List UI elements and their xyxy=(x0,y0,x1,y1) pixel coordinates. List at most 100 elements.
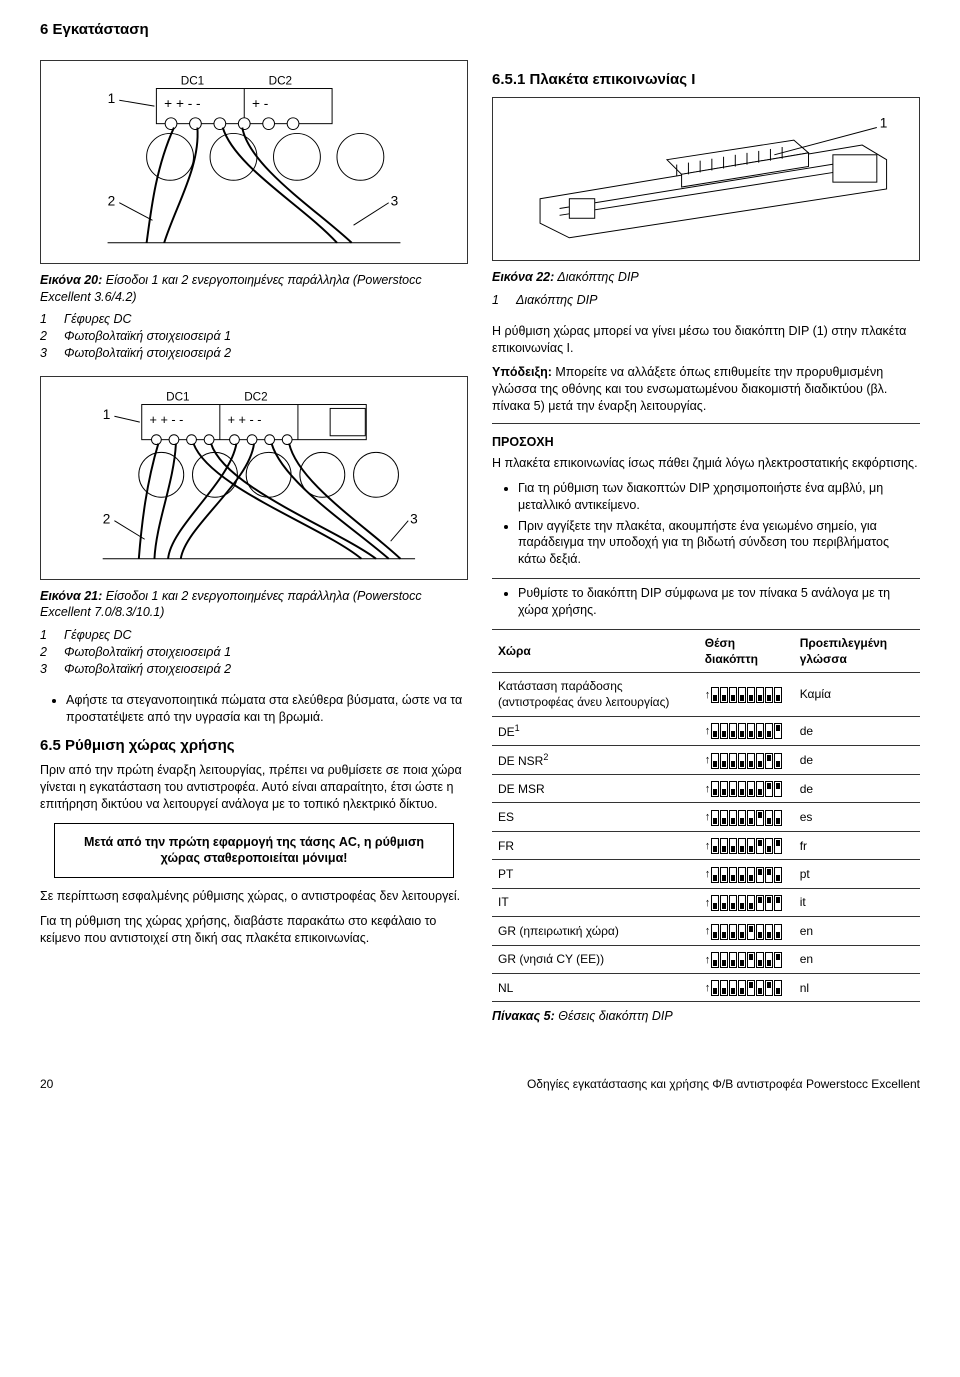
figure-20: DC1 DC2 + + - - + - xyxy=(40,60,468,263)
fig20-dc1: DC1 xyxy=(181,75,204,88)
th-country: Χώρα xyxy=(492,629,699,672)
figure-20-svg: DC1 DC2 + + - - + - xyxy=(49,69,459,254)
th-lang: Προεπιλεγμένη γλώσσα xyxy=(794,629,920,672)
notice-bullet-2: Πριν αγγίξετε την πλακέτα, ακουμπήστε έν… xyxy=(518,518,920,569)
cell-country: GR (ηπειρωτική χώρα) xyxy=(492,917,699,945)
cell-dip: ↑ xyxy=(699,803,794,831)
set-bullet-list: Ρυθμίστε το διακόπτη DIP σύμφωνα με τον … xyxy=(492,585,920,619)
figure-22-caption: Εικόνα 22: Διακόπτης DIP xyxy=(492,269,920,286)
right-hint: Υπόδειξη: Μπορείτε να αλλάξετε όπως επιθ… xyxy=(492,364,920,415)
cell-lang: es xyxy=(794,803,920,831)
figure-22-legend: 1Διακόπτης DIP xyxy=(492,292,920,309)
cell-lang: it xyxy=(794,888,920,916)
footer-text: Οδηγίες εγκατάστασης και χρήσης Φ/Β αντι… xyxy=(527,1076,920,1092)
cell-country: PT xyxy=(492,860,699,888)
cell-country: GR (νησιά CY (EE)) xyxy=(492,945,699,973)
cell-dip: ↑ xyxy=(699,745,794,774)
fig20-n3: 3 xyxy=(391,194,399,209)
table-row: DE1↑de xyxy=(492,716,920,745)
table-row: DE NSR2↑de xyxy=(492,745,920,774)
cell-country: ES xyxy=(492,803,699,831)
left-bullet: Αφήστε τα στεγανοποιητικά πώματα στα ελε… xyxy=(66,692,468,726)
callout-box: Μετά από την πρώτη εφαρμογή της τάσης AC… xyxy=(54,823,454,879)
p65-a: Πριν από την πρώτη έναρξη λειτουργίας, π… xyxy=(40,762,468,813)
cell-lang: en xyxy=(794,917,920,945)
table-row: GR (νησιά CY (EE))↑en xyxy=(492,945,920,973)
separator xyxy=(492,423,920,424)
cell-lang: de xyxy=(794,716,920,745)
figure-21-caption: Εικόνα 21: Είσοδοι 1 και 2 ενεργοποιημέν… xyxy=(40,588,468,622)
right-p1: Η ρύθμιση χώρας μπορεί να γίνει μέσω του… xyxy=(492,323,920,357)
cell-lang: de xyxy=(794,775,920,803)
table-row: DE MSR↑de xyxy=(492,775,920,803)
cell-dip: ↑ xyxy=(699,673,794,716)
cell-country: IT xyxy=(492,888,699,916)
cell-lang: nl xyxy=(794,974,920,1002)
section-6-5-1-heading: 6.5.1 Πλακέτα επικοινωνίας I xyxy=(492,70,920,90)
cell-dip: ↑ xyxy=(699,974,794,1002)
cell-dip: ↑ xyxy=(699,917,794,945)
cell-lang: Καμία xyxy=(794,673,920,716)
table-row: Κατάσταση παράδοσης (αντιστροφέας άνευ λ… xyxy=(492,673,920,716)
notice-text: Η πλακέτα επικοινωνίας ίσως πάθει ζημιά … xyxy=(492,455,920,472)
fig20-n1: 1 xyxy=(108,91,116,106)
fig20-dc2: DC2 xyxy=(269,75,292,88)
figure-21: DC1 DC2 + + - - + + - - + - xyxy=(40,376,468,579)
table-row: PT↑pt xyxy=(492,860,920,888)
cell-country: NL xyxy=(492,974,699,1002)
table-row: FR↑fr xyxy=(492,831,920,859)
left-bullet-list: Αφήστε τα στεγανοποιητικά πώματα στα ελε… xyxy=(40,692,468,726)
cell-dip: ↑ xyxy=(699,775,794,803)
cell-lang: de xyxy=(794,745,920,774)
svg-text:+ + - -: + + - - xyxy=(228,413,262,427)
page-number: 20 xyxy=(40,1076,53,1092)
page-footer: 20 Οδηγίες εγκατάστασης και χρήσης Φ/Β α… xyxy=(40,1076,920,1092)
notice-bullet-1: Για τη ρύθμιση των διακοπτών DIP χρησιμο… xyxy=(518,480,920,514)
set-bullet: Ρυθμίστε το διακόπτη DIP σύμφωνα με τον … xyxy=(518,585,920,619)
fig22-n1: 1 xyxy=(880,115,888,130)
svg-text:+ + - -: + + - - xyxy=(164,96,200,111)
svg-text:+ -: + - xyxy=(252,96,268,111)
page-header: 6 Εγκατάσταση xyxy=(40,20,920,40)
cell-lang: pt xyxy=(794,860,920,888)
figure-21-legend: 1Γέφυρες DC 2Φωτοβολταϊκή στοιχειοσειρά … xyxy=(40,627,468,678)
cell-country: DE MSR xyxy=(492,775,699,803)
cell-lang: en xyxy=(794,945,920,973)
figure-22: 1 xyxy=(492,97,920,261)
cell-country: FR xyxy=(492,831,699,859)
th-pos: Θέση διακόπτη xyxy=(699,629,794,672)
left-column: DC1 DC2 + + - - + - xyxy=(40,60,468,1031)
cell-country: Κατάσταση παράδοσης (αντιστροφέας άνευ λ… xyxy=(492,673,699,716)
p65-c: Για τη ρύθμιση της χώρας χρήσης, διαβάστ… xyxy=(40,913,468,947)
notice-title: ΠΡΟΣΟΧΗ xyxy=(492,434,920,451)
figure-20-legend: 1Γέφυρες DC 2Φωτοβολταϊκή στοιχειοσειρά … xyxy=(40,311,468,362)
fig21-dc1: DC1 xyxy=(166,391,189,404)
cell-dip: ↑ xyxy=(699,716,794,745)
fig21-n1: 1 xyxy=(103,407,111,422)
cell-dip: ↑ xyxy=(699,888,794,916)
table-row: GR (ηπειρωτική χώρα)↑en xyxy=(492,917,920,945)
fig20-n2: 2 xyxy=(108,194,116,209)
dip-table: Χώρα Θέση διακόπτη Προεπιλεγμένη γλώσσα … xyxy=(492,629,920,1003)
cell-dip: ↑ xyxy=(699,945,794,973)
fig21-dc2: DC2 xyxy=(244,391,267,404)
table-5-caption: Πίνακας 5: Θέσεις διακόπτη DIP xyxy=(492,1008,920,1025)
table-row: ES↑es xyxy=(492,803,920,831)
cell-country: DE NSR2 xyxy=(492,745,699,774)
figure-22-svg: 1 xyxy=(501,106,911,252)
fig21-n3: 3 xyxy=(410,512,418,527)
separator-2 xyxy=(492,578,920,579)
cell-country: DE1 xyxy=(492,716,699,745)
figure-21-svg: DC1 DC2 + + - - + + - - + - xyxy=(49,385,459,570)
svg-text:+ + - -: + + - - xyxy=(150,413,184,427)
cell-dip: ↑ xyxy=(699,860,794,888)
right-column: 6.5.1 Πλακέτα επικοινωνίας I xyxy=(492,60,920,1031)
section-6-5-heading: 6.5 Ρύθμιση χώρας χρήσης xyxy=(40,736,468,756)
p65-b: Σε περίπτωση εσφαλμένης ρύθμισης χώρας, … xyxy=(40,888,468,905)
cell-lang: fr xyxy=(794,831,920,859)
table-row: IT↑it xyxy=(492,888,920,916)
fig21-n2: 2 xyxy=(103,512,111,527)
notice-bullets: Για τη ρύθμιση των διακοπτών DIP χρησιμο… xyxy=(492,480,920,568)
table-row: NL↑nl xyxy=(492,974,920,1002)
cell-dip: ↑ xyxy=(699,831,794,859)
